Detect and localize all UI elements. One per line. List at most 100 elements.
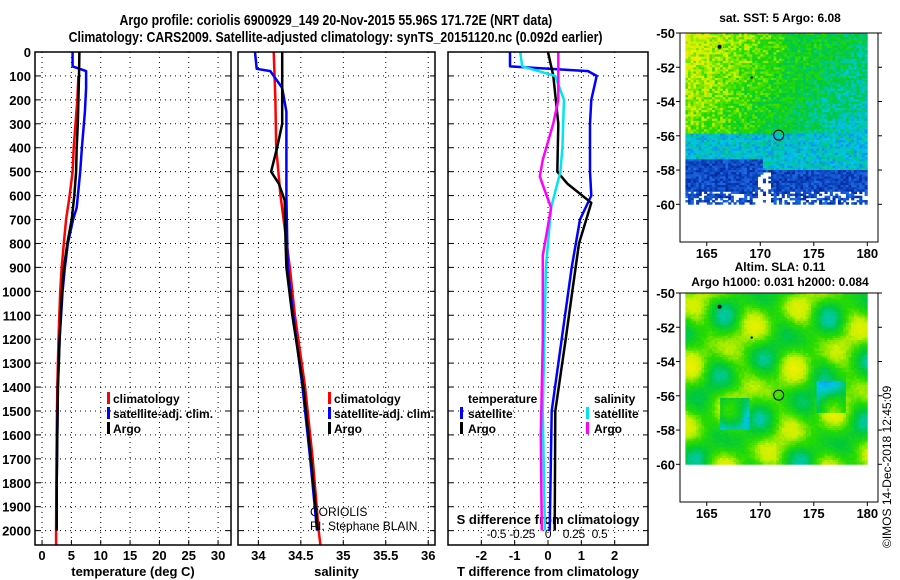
heatmap-cell bbox=[773, 114, 777, 117]
heatmap-cell bbox=[803, 191, 807, 194]
heatmap-cell bbox=[698, 39, 702, 42]
heatmap-cell bbox=[768, 176, 772, 179]
heatmap-cell bbox=[706, 167, 710, 171]
heatmap-cell bbox=[701, 187, 705, 190]
heatmap-cell bbox=[837, 120, 841, 124]
heatmap-cell bbox=[856, 45, 860, 49]
heatmap-cell bbox=[698, 187, 702, 190]
heatmap-cell bbox=[704, 152, 708, 156]
heatmap-cell bbox=[773, 99, 777, 102]
heatmap-cell bbox=[803, 73, 807, 77]
heatmap-cell bbox=[696, 110, 700, 113]
heatmap-cell bbox=[730, 172, 734, 175]
heatmap-cell bbox=[725, 129, 729, 132]
heatmap-cell bbox=[787, 131, 791, 134]
heatmap-cell bbox=[690, 140, 694, 143]
heatmap-cell bbox=[746, 78, 750, 81]
heatmap-cell bbox=[728, 86, 732, 89]
heatmap-cell bbox=[832, 99, 836, 102]
heatmap-cell bbox=[738, 131, 742, 134]
heatmap-cell bbox=[696, 80, 700, 83]
heatmap-cell bbox=[779, 116, 783, 119]
heatmap-cell bbox=[773, 33, 777, 36]
heatmap-cell bbox=[701, 137, 705, 141]
heatmap-cell bbox=[749, 120, 753, 124]
heatmap-cell bbox=[730, 180, 734, 184]
heatmap-cell bbox=[688, 54, 692, 57]
heatmap-cell bbox=[840, 170, 844, 173]
heatmap-cell bbox=[738, 78, 742, 81]
heatmap-cell bbox=[832, 65, 836, 68]
heatmap-cell bbox=[730, 112, 734, 115]
heatmap-cell bbox=[712, 180, 716, 184]
heatmap-cell bbox=[776, 56, 780, 60]
heatmap-cell bbox=[744, 86, 748, 89]
heatmap-cell bbox=[720, 48, 724, 51]
heatmap-cell bbox=[744, 152, 748, 156]
heatmap-cell bbox=[827, 41, 831, 45]
heatmap-cell bbox=[754, 137, 758, 141]
heatmap-cell bbox=[730, 189, 734, 192]
heatmap-cell bbox=[843, 157, 847, 160]
heatmap-cell bbox=[738, 105, 742, 109]
heatmap-cell bbox=[693, 37, 697, 40]
heatmap-cell bbox=[714, 75, 718, 79]
heatmap-cell bbox=[776, 93, 780, 96]
heatmap-cell bbox=[835, 114, 839, 117]
heatmap-cell bbox=[712, 195, 716, 199]
heatmap-cell bbox=[845, 159, 849, 162]
heatmap-cell bbox=[776, 52, 780, 55]
heatmap-cell bbox=[701, 82, 705, 85]
heatmap-cell bbox=[824, 187, 828, 190]
heatmap-cell bbox=[698, 185, 702, 188]
heatmap-cell bbox=[811, 172, 815, 175]
figure-title-row-1: Argo profile: coriolis 6900929_149 20-No… bbox=[0, 12, 672, 30]
heatmap-cell bbox=[840, 95, 844, 98]
heatmap-cell bbox=[749, 135, 753, 139]
heatmap-cell bbox=[800, 112, 804, 115]
heatmap-cell bbox=[709, 52, 713, 55]
heatmap-cell bbox=[845, 120, 849, 124]
heatmap-cell bbox=[690, 48, 694, 51]
heatmap-cell bbox=[712, 176, 716, 179]
heatmap-cell bbox=[848, 165, 852, 169]
heatmap-cell bbox=[720, 167, 724, 171]
heatmap-cell bbox=[741, 43, 745, 47]
heatmap-cell bbox=[824, 48, 828, 51]
heatmap-cell bbox=[754, 127, 758, 130]
heatmap-cell bbox=[787, 146, 791, 149]
heatmap-cell bbox=[771, 52, 775, 55]
heatmap-cell bbox=[738, 88, 742, 92]
heatmap-cell bbox=[704, 129, 708, 132]
heatmap-cell bbox=[762, 200, 766, 203]
heatmap-cell bbox=[690, 73, 694, 77]
heatmap-cell bbox=[693, 178, 697, 182]
heatmap-cell bbox=[851, 43, 855, 47]
heatmap-cell bbox=[773, 54, 777, 57]
heatmap-cell bbox=[736, 43, 740, 47]
heatmap-cell bbox=[754, 107, 758, 111]
heatmap-cell bbox=[741, 148, 745, 152]
heatmap-cell bbox=[685, 107, 689, 111]
heatmap-cell bbox=[856, 152, 860, 156]
heatmap-cell bbox=[722, 73, 726, 77]
heatmap-cell bbox=[744, 73, 748, 77]
heatmap-cell bbox=[696, 35, 700, 38]
heatmap-cell bbox=[816, 93, 820, 96]
heatmap-cell bbox=[797, 99, 801, 102]
heatmap-cell bbox=[808, 52, 812, 55]
heatmap-cell bbox=[709, 161, 713, 164]
heatmap-cell bbox=[832, 131, 836, 134]
heatmap-cell bbox=[832, 187, 836, 190]
heatmap-cell bbox=[688, 189, 692, 192]
heatmap-cell bbox=[797, 170, 801, 173]
heatmap-cell bbox=[688, 161, 692, 164]
heatmap-cell bbox=[808, 39, 812, 42]
heatmap-cell bbox=[832, 43, 836, 47]
heatmap-cell bbox=[698, 133, 702, 137]
heatmap-cell bbox=[853, 150, 857, 154]
heatmap-cell bbox=[771, 78, 775, 81]
heatmap-cell bbox=[698, 56, 702, 60]
heatmap-cell bbox=[730, 50, 734, 53]
heatmap-cell bbox=[776, 95, 780, 98]
